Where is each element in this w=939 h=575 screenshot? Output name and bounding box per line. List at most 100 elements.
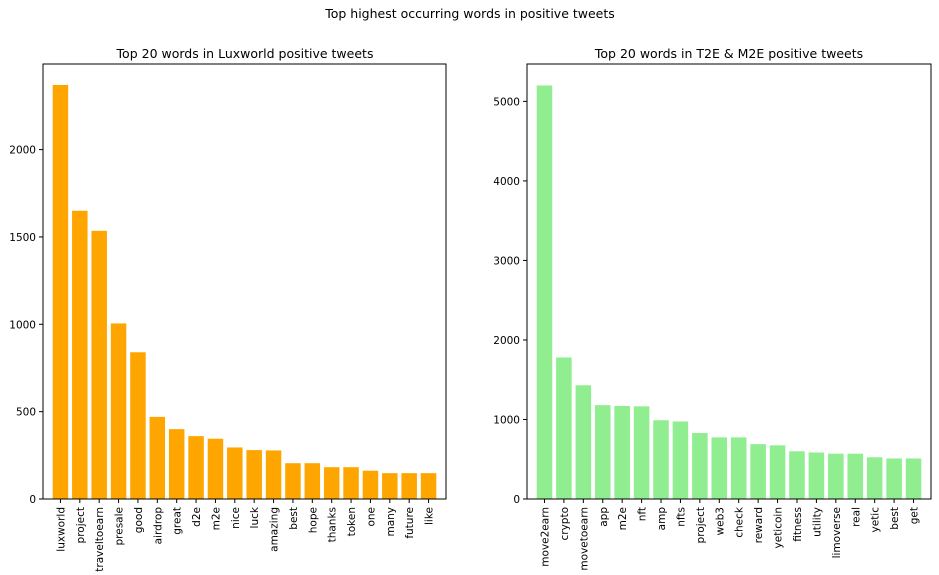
chart-left-bar-presale — [110, 323, 127, 499]
chart-right-x-tick-label: project — [695, 507, 707, 543]
chart-left-x-tick-label: traveltoearn — [94, 507, 106, 572]
chart-right-y-tick-label: 1000 — [493, 414, 520, 426]
chart-right-x-tick-label: check — [734, 506, 746, 538]
chart-left: Top 20 words in Luxworld positive tweets… — [9, 46, 447, 572]
chart-right-x-ticks: move2earn crypto movetoearn app m2e nft amp nft… — [539, 499, 921, 571]
chart-left-bar-luxworld — [52, 84, 69, 500]
chart-right-x-tick-label: real — [850, 507, 862, 527]
chart-left-x-tick-label: token — [346, 507, 358, 536]
figure-suptitle: Top highest occurring words in positive … — [324, 6, 615, 21]
chart-left-x-tick-label: thanks — [327, 507, 339, 542]
chart-left-bar-d2e — [188, 436, 204, 499]
chart-left-bar-token — [343, 467, 359, 499]
chart-left-bar-good — [130, 352, 146, 499]
chart-right-y-tick-label: 5000 — [493, 96, 520, 108]
chart-left-bar-airdrop — [149, 416, 166, 499]
chart-right-y-ticks: 0 1000 2000 3000 4000 5000 — [493, 96, 527, 506]
chart-left-bar-m2e — [207, 438, 224, 499]
chart-left-x-tick-label: great — [172, 507, 184, 535]
chart-right-bar-yeticoin — [769, 445, 786, 499]
chart-right-y-tick-label: 0 — [513, 494, 520, 506]
chart-right-bar-m2e — [614, 405, 630, 499]
chart-left-x-tick-label: luck — [249, 506, 261, 528]
chart-right-x-tick-label: movetoearn — [578, 507, 590, 571]
chart-left-x-tick-label: many — [385, 507, 397, 537]
chart-right-x-tick-label: reward — [753, 507, 765, 543]
chart-right-bars — [536, 85, 922, 499]
chart-right-x-tick-label: yeticoin — [773, 507, 785, 548]
chart-right-x-tick-label: nft — [637, 507, 649, 521]
chart-left-x-tick-label: future — [404, 507, 416, 539]
chart-left-y-ticks: 0 500 1000 1500 2000 — [9, 145, 43, 506]
chart-right-x-tick-label: amp — [656, 507, 668, 531]
chart-left-title: Top 20 words in Luxworld positive tweets — [116, 46, 374, 61]
chart-right-x-tick-label: limoverse — [831, 507, 843, 558]
chart-left-bar-amazing — [265, 450, 282, 499]
chart-right-bar-get — [905, 458, 922, 499]
chart-right-bar-crypto — [556, 357, 572, 499]
chart-left-x-tick-label: one — [365, 507, 377, 527]
chart-right-bar-web3 — [711, 437, 728, 499]
chart-right-x-tick-label: move2earn — [539, 507, 551, 567]
chart-right-x-tick-label: crypto — [559, 507, 571, 541]
chart-right: Top 20 words in T2E & M2E positive tweet… — [493, 46, 932, 571]
chart-right-bar-app — [594, 405, 611, 499]
chart-left-y-tick-label: 2000 — [9, 145, 36, 157]
chart-left-x-tick-label: luxworld — [55, 507, 67, 552]
chart-left-bar-best — [285, 463, 301, 499]
chart-left-bar-thanks — [323, 467, 340, 499]
chart-right-x-tick-label: nfts — [675, 507, 687, 527]
chart-right-bar-best — [886, 458, 902, 499]
chart-left-y-tick-label: 0 — [29, 494, 36, 506]
chart-right-x-tick-label: best — [889, 507, 901, 530]
chart-left-bar-many — [382, 473, 398, 499]
chart-right-bar-fitness — [789, 451, 805, 499]
chart-right-x-tick-label: yetic — [870, 507, 882, 533]
chart-left-x-tick-label: good — [133, 507, 145, 533]
chart-right-bar-utility — [808, 452, 825, 499]
chart-right-bar-limoverse — [828, 453, 844, 499]
chart-right-bar-movetoearn — [575, 385, 592, 499]
chart-left-y-tick-label: 1500 — [9, 232, 36, 244]
chart-right-bar-project — [692, 432, 708, 499]
chart-left-bar-traveltoearn — [91, 230, 107, 499]
chart-right-y-tick-label: 2000 — [493, 335, 520, 347]
chart-right-title: Top 20 words in T2E & M2E positive tweet… — [594, 46, 863, 61]
chart-right-bar-reward — [750, 444, 766, 499]
chart-left-bar-one — [362, 470, 379, 499]
chart-left-x-tick-label: presale — [114, 507, 126, 546]
chart-left-x-tick-label: project — [75, 507, 87, 543]
chart-left-y-tick-label: 1000 — [9, 319, 36, 331]
chart-right-x-tick-label: fitness — [792, 507, 804, 542]
chart-left-bar-project — [72, 210, 88, 499]
chart-left-bar-hope — [304, 463, 321, 499]
chart-right-bar-yetic — [866, 457, 883, 499]
chart-left-bar-future — [401, 473, 417, 499]
chart-right-bar-move2earn — [536, 85, 553, 499]
chart-left-x-tick-label: d2e — [191, 507, 203, 527]
chart-left-bars — [52, 84, 437, 500]
chart-left-bar-nice — [227, 447, 243, 499]
chart-left-x-ticks: luxworld project traveltoearn presale good ai… — [55, 499, 436, 572]
chart-right-x-tick-label: app — [598, 507, 610, 527]
chart-right-x-tick-label: m2e — [617, 507, 629, 530]
chart-right-bar-real — [847, 453, 864, 499]
chart-right-bar-nfts — [672, 421, 689, 499]
chart-right-bar-nft — [633, 406, 650, 499]
chart-left-x-tick-label: like — [424, 507, 436, 525]
chart-right-plot-frame — [526, 63, 932, 500]
chart-left-bar-like — [420, 473, 437, 499]
chart-left-x-tick-label: amazing — [269, 507, 281, 552]
chart-right-x-tick-label: utility — [811, 507, 823, 537]
chart-left-bar-great — [168, 429, 185, 499]
chart-left-x-tick-label: nice — [230, 507, 242, 529]
chart-right-y-tick-label: 4000 — [493, 176, 520, 188]
chart-left-x-tick-label: airdrop — [152, 507, 164, 545]
chart-left-y-tick-label: 500 — [16, 407, 36, 419]
chart-right-bar-amp — [653, 420, 669, 499]
chart-left-plot-frame — [42, 63, 447, 500]
chart-left-x-tick-label: m2e — [210, 507, 222, 530]
chart-right-x-tick-label: get — [909, 507, 921, 524]
chart-right-bar-check — [730, 437, 747, 499]
